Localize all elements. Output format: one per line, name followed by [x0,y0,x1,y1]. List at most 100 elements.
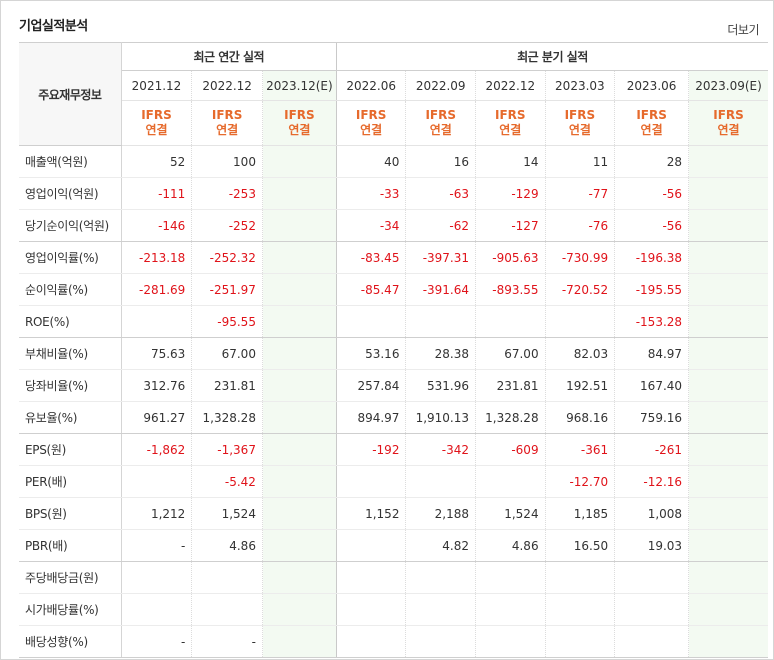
table-cell [191,561,263,594]
table-cell [688,561,768,594]
table-cell: 67.00 [191,337,263,370]
group-header-quarterly: 최근 분기 실적 [335,42,768,71]
table-cell: -192 [335,433,406,466]
table-cell: -893.55 [475,273,546,306]
table-cell [261,401,337,434]
period-header: 2023.03 [544,70,615,101]
period-header: 2023.12(E) [261,70,337,101]
table-cell: -127 [475,209,546,242]
accounting-standard: IFRS 연결 [191,100,263,146]
standard-label: IFRS [564,108,596,122]
table-cell: -213.18 [120,241,192,274]
table-cell: 1,328.28 [191,401,263,434]
standard-label: IFRS [355,108,387,122]
table-cell: -251.97 [191,273,263,306]
row-label: PER(배) [19,465,122,498]
table-cell: 1,152 [335,497,406,530]
standard-label: IFRS [425,108,456,122]
table-cell: -195.55 [614,273,689,306]
table-row: EPS(원) -1,862 -1,367 -192 -342 -609 -361 -261 [19,433,768,466]
table-cell [335,305,406,338]
table-cell [475,305,546,338]
table-cell: -196.38 [614,241,689,274]
row-label: 부채비율(%) [19,337,122,370]
table-cell: 52 [120,145,192,178]
table-cell: - [120,529,192,562]
table-cell [614,625,689,658]
table-cell [120,465,192,498]
table-cell [688,177,768,210]
row-label: 영업이익률(%) [19,241,122,274]
table-cell [475,625,546,658]
table-row: ROE(%) -95.55 -153.28 [19,305,768,338]
table-cell: -253 [191,177,263,210]
table-cell: -56 [614,209,689,242]
row-label: 유보율(%) [19,401,122,434]
table-cell: -261 [614,433,689,466]
table-cell [475,593,546,626]
table-cell [261,145,337,178]
consolidation-label: 연결 [499,123,522,137]
table-cell [475,465,546,498]
table-cell [544,305,615,338]
table-cell [405,305,476,338]
table-cell: 1,328.28 [475,401,546,434]
table-cell [261,593,337,626]
table-cell [688,305,768,338]
table-cell: -252 [191,209,263,242]
table-cell: 231.81 [475,369,546,402]
table-cell: - [191,625,263,658]
table-cell: -34 [335,209,406,242]
standard-label: IFRS [495,108,526,122]
table-cell: 67.00 [475,337,546,370]
table-cell: -62 [405,209,476,242]
table-cell [688,401,768,434]
table-cell [191,593,263,626]
row-label: 주당배당금(원) [19,561,122,594]
table-cell [261,433,337,466]
standard-label: IFRS [211,108,243,122]
table-cell [475,561,546,594]
table-cell [688,273,768,306]
table-cell: -281.69 [120,273,192,306]
period-header: 2023.06 [614,70,689,101]
table-cell [688,433,768,466]
table-cell: 16 [405,145,476,178]
more-link[interactable]: 더보기 [727,23,759,37]
table-cell: 1,910.13 [405,401,476,434]
table-cell [261,625,337,658]
consolidation-label: 연결 [640,123,663,137]
table-row: 당좌비율(%) 312.76 231.81 257.84 531.96 231.81 192… [19,369,768,402]
table-cell: 167.40 [614,369,689,402]
table-cell: -56 [614,177,689,210]
table-cell: -730.99 [544,241,615,274]
table-cell [688,497,768,530]
standard-label: IFRS [141,108,172,122]
section-title: 기업실적분석 [19,19,88,34]
table-cell [335,529,406,562]
table-cell: -252.32 [191,241,263,274]
table-cell: 894.97 [335,401,406,434]
consolidation-label: 연결 [360,123,383,137]
table-row: PER(배) -5.42 -12.70 -12.16 [19,465,768,498]
table-row: 영업이익(억원) -111 -253 -33 -63 -129 -77 -56 [19,177,768,210]
table-cell: 1,185 [544,497,615,530]
table-row: 매출액(억원) 52 100 40 16 14 11 28 [19,145,768,178]
table-cell: 1,212 [120,497,192,530]
table-cell [261,369,337,402]
consolidation-label: 연결 [568,123,591,137]
standard-label: IFRS [636,108,667,122]
table-cell [544,561,615,594]
table-cell [688,369,768,402]
table-cell: 11 [544,145,615,178]
table-cell: -905.63 [475,241,546,274]
table-cell: 84.97 [614,337,689,370]
table-cell: 2,188 [405,497,476,530]
consolidation-label: 연결 [429,123,452,137]
table-cell [405,561,476,594]
period-header: 2022.12 [475,70,546,101]
table-cell: 961.27 [120,401,192,434]
table-cell: 968.16 [544,401,615,434]
period-header: 2022.09 [405,70,476,101]
row-label: 배당성향(%) [19,625,122,658]
